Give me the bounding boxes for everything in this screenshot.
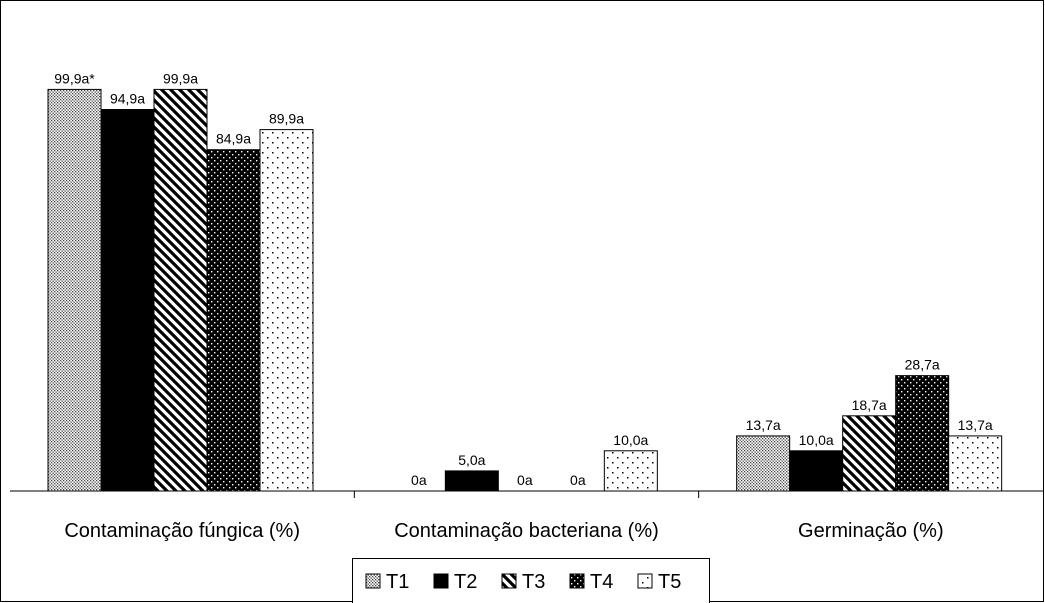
bar-t2-cat2 xyxy=(444,470,499,492)
data-label-t1-cat2: 0a xyxy=(411,472,427,488)
bar-t4-cat3 xyxy=(895,375,950,492)
data-label-t4-cat2: 0a xyxy=(570,472,586,488)
legend-swatch-t1 xyxy=(365,573,381,589)
category-label-1: Contaminação fúngica (%) xyxy=(64,520,300,542)
legend-swatch-t4 xyxy=(569,573,585,589)
legend-label-t3: T3 xyxy=(522,571,545,593)
data-label-t5-cat2: 10,0a xyxy=(613,432,648,448)
bar-t3-cat3 xyxy=(842,415,897,492)
bar-t1-cat3 xyxy=(736,435,791,492)
data-label-t2-cat3: 10,0a xyxy=(799,432,834,448)
data-label-t3-cat3: 18,7a xyxy=(852,397,887,413)
category-label-3: Germinação (%) xyxy=(798,520,944,542)
legend-label-t4: T4 xyxy=(590,571,613,593)
data-label-t4-cat1: 84,9a xyxy=(216,131,251,147)
bar-t5-cat1 xyxy=(259,129,314,492)
bar-t4-cat1 xyxy=(206,149,261,492)
bar-t3-cat1 xyxy=(153,88,208,492)
bar-t2-cat1 xyxy=(100,109,155,492)
bar-t1-cat1 xyxy=(47,88,102,492)
data-label-t4-cat3: 28,7a xyxy=(905,357,940,373)
legend-swatch-t2 xyxy=(433,573,449,589)
legend-swatch-t3 xyxy=(501,573,517,589)
legend-label-t2: T2 xyxy=(454,571,477,593)
bar-t5-cat3 xyxy=(948,435,1003,492)
legend-label-t5: T5 xyxy=(658,571,681,593)
data-label-t1-cat1: 99,9a* xyxy=(54,70,95,86)
data-label-t5-cat1: 89,9a xyxy=(269,111,304,127)
bar-t2-cat3 xyxy=(789,450,844,492)
category-label-2: Contaminação bacteriana (%) xyxy=(394,520,659,542)
bar-t5-cat2 xyxy=(603,450,658,492)
data-label-t2-cat1: 94,9a xyxy=(110,91,145,107)
data-label-t3-cat1: 99,9a xyxy=(163,70,198,86)
legend-label-t1: T1 xyxy=(386,571,409,593)
legend-swatch-t5 xyxy=(637,573,653,589)
data-label-t2-cat2: 5,0a xyxy=(458,452,485,468)
data-label-t5-cat3: 13,7a xyxy=(958,417,993,433)
data-label-t1-cat3: 13,7a xyxy=(746,417,781,433)
data-label-t3-cat2: 0a xyxy=(517,472,533,488)
